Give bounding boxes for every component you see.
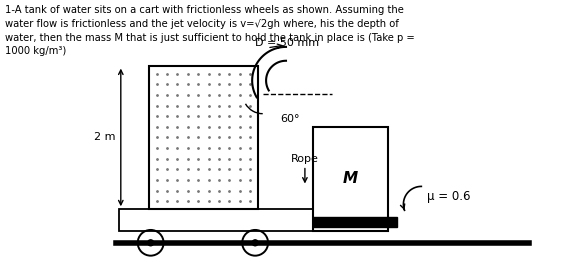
Bar: [148, 66, 258, 209]
Text: 2 m: 2 m: [94, 132, 116, 143]
Text: 1-A tank of water sits on a cart with frictionless wheels as shown. Assuming the: 1-A tank of water sits on a cart with fr…: [5, 5, 415, 56]
Text: 60°: 60°: [280, 114, 300, 124]
Text: D = 50 mm: D = 50 mm: [255, 38, 319, 48]
Circle shape: [252, 240, 258, 246]
Text: Rope: Rope: [291, 154, 319, 164]
Text: μ = 0.6: μ = 0.6: [427, 190, 471, 203]
Bar: [119, 209, 313, 231]
Circle shape: [148, 240, 154, 246]
Text: M: M: [343, 172, 358, 187]
Bar: [313, 127, 388, 231]
Bar: [313, 217, 397, 227]
